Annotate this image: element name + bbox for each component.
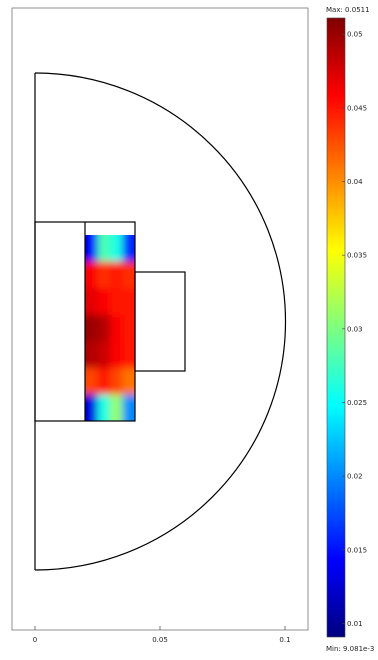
colorbar-tick-label: 0.025 <box>347 399 367 407</box>
field-cell <box>85 367 98 395</box>
x-tick-label: 0.05 <box>152 636 168 644</box>
heat-field <box>85 235 135 421</box>
field-cell <box>97 367 111 395</box>
colorbar-tick-label: 0.02 <box>347 473 363 481</box>
field-cell <box>85 394 98 421</box>
field-cell <box>97 341 111 369</box>
field-cell <box>110 235 123 263</box>
field-cell <box>122 367 135 395</box>
field-cell <box>122 341 135 369</box>
field-cell <box>110 394 123 421</box>
colorbar-max-label: Max: 0.0511 <box>326 6 370 14</box>
colorbar-tick-label: 0.03 <box>347 325 363 333</box>
field-cell <box>122 394 135 421</box>
colorbar-tick-label: 0.045 <box>347 104 367 112</box>
field-cell <box>122 261 135 289</box>
x-tick-label: 0.1 <box>279 636 290 644</box>
field-cell <box>97 394 111 421</box>
colorbar-gradient <box>326 17 346 638</box>
colorbar: Max: 0.0511 Min: 9.081e-3 0.050.0450.040… <box>326 6 374 653</box>
colorbar-tick-label: 0.01 <box>347 620 363 628</box>
field-cell <box>110 341 123 369</box>
colorbar-tick-label: 0.035 <box>347 252 367 260</box>
field-cell <box>122 235 135 263</box>
colorbar-tick-label: 0.015 <box>347 546 367 554</box>
x-axis: 0 0.05 0.1 <box>33 626 291 644</box>
field-cell <box>97 261 111 289</box>
field-cell <box>122 314 135 342</box>
field-cell <box>85 288 98 316</box>
field-cell <box>85 341 98 369</box>
field-cell <box>85 261 98 289</box>
outer-half-circle <box>34 72 287 571</box>
colorbar-min-label: Min: 9.081e-3 <box>326 645 374 653</box>
geometry-outline <box>34 72 287 571</box>
field-cell <box>97 288 111 316</box>
colorbar-ticks: 0.05 0.045 0.04 0.035 0.03 0.025 0.02 0.015 0.01 <box>342 31 367 628</box>
field-cell <box>97 235 111 263</box>
field-cell <box>85 235 98 263</box>
field-cell <box>110 367 123 395</box>
x-tick-label: 0 <box>33 636 37 644</box>
field-cell <box>110 261 123 289</box>
field-cell <box>122 288 135 316</box>
colorbar-tick-label: 0.04 <box>347 178 363 186</box>
field-cell <box>85 314 98 342</box>
field-cell <box>110 314 123 342</box>
field-cell <box>110 288 123 316</box>
field-cell <box>97 314 111 342</box>
colorbar-tick-label: 0.05 <box>347 31 363 39</box>
side-block <box>134 271 186 372</box>
